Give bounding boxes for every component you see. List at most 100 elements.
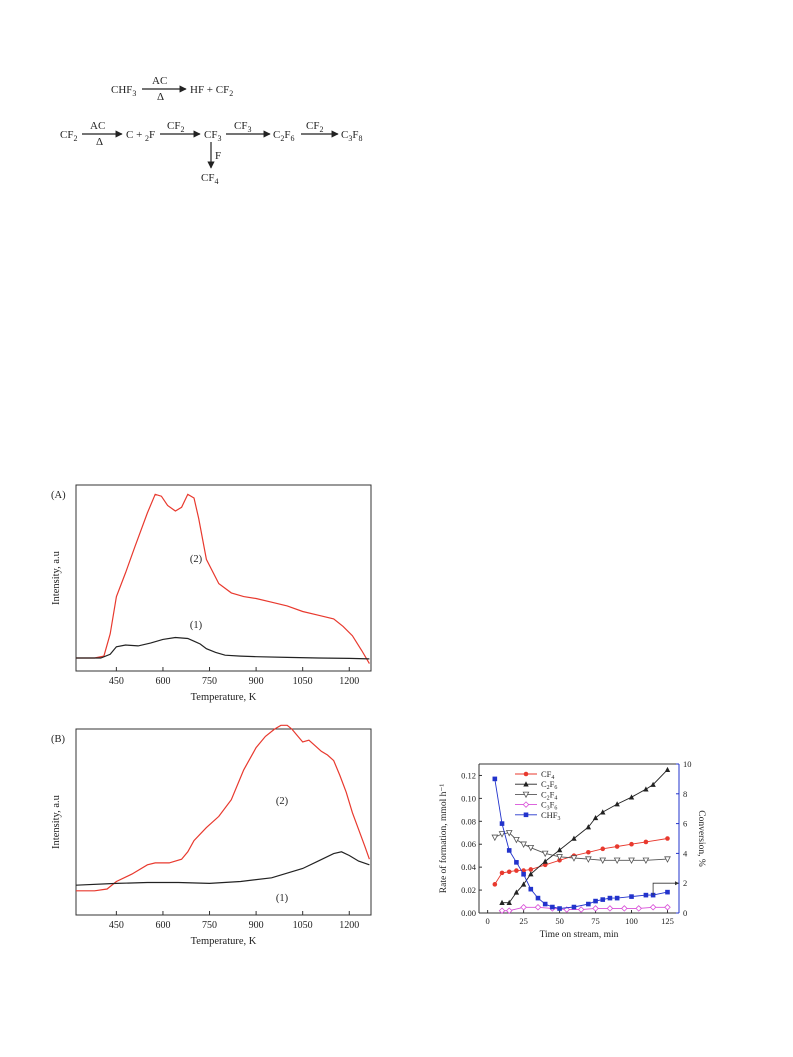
data-point-cf4 bbox=[499, 870, 505, 876]
y2-tick-label: 10 bbox=[683, 759, 692, 769]
x-tick-label: 1050 bbox=[293, 676, 313, 687]
data-point-chf3 bbox=[550, 904, 555, 910]
plot-frame bbox=[75, 484, 372, 672]
data-point-c2f6 bbox=[542, 858, 548, 864]
x-tick-label: 900 bbox=[249, 676, 264, 687]
scheme-down-product: CF4​ bbox=[201, 172, 218, 186]
x-tick-label: 1200 bbox=[339, 676, 359, 687]
curve-annotation: (2) bbox=[276, 796, 289, 807]
scheme-r1-product: HF + CF2​ bbox=[190, 84, 233, 98]
y2-tick-label: 4 bbox=[683, 848, 688, 858]
curve-annotation: (2) bbox=[190, 554, 203, 565]
legend-label-c2f6: C2​F6​ bbox=[541, 779, 557, 791]
y-tick-label: 0.02 bbox=[461, 885, 476, 895]
y-tick-label: 0.08 bbox=[461, 816, 476, 826]
data-point-c3f6 bbox=[664, 904, 671, 911]
data-point-chf3 bbox=[643, 892, 649, 898]
data-point-c3f6 bbox=[520, 904, 527, 911]
legend-label-c2f4: C2​F4​ bbox=[541, 789, 557, 801]
data-point-c3f6 bbox=[505, 907, 513, 914]
legend-label-chf3: CHF3​ bbox=[541, 810, 561, 822]
y-axis-label: Rate of formation, mmol h⁻¹ bbox=[438, 784, 449, 894]
x-tick-label: 600 bbox=[155, 676, 170, 687]
series-line-curve-2 bbox=[76, 493, 370, 664]
y2-tick-label: 2 bbox=[683, 878, 687, 888]
series-line-curve-2 bbox=[76, 724, 370, 892]
data-point-cf4 bbox=[492, 882, 498, 887]
data-point-c3f6 bbox=[534, 904, 542, 911]
data-point-c2f4 bbox=[541, 850, 549, 858]
data-point-chf3 bbox=[600, 897, 606, 902]
data-point-chf3 bbox=[571, 904, 577, 910]
scheme-r2-below1: Δ bbox=[96, 136, 103, 148]
legend-marker bbox=[523, 812, 529, 818]
data-point-c2f4 bbox=[513, 836, 520, 844]
x-tick-label: 1050 bbox=[293, 920, 313, 931]
data-point-c2f4 bbox=[520, 841, 527, 848]
data-point-c2f6 bbox=[628, 794, 635, 800]
scheme-r1-above: AC bbox=[152, 75, 167, 87]
x-tick-label: 750 bbox=[202, 920, 217, 931]
x-tick-label: 0 bbox=[486, 916, 490, 926]
data-point-chf3 bbox=[492, 776, 498, 782]
data-point-c2f4 bbox=[527, 844, 535, 852]
data-point-chf3 bbox=[521, 871, 526, 877]
data-point-chf3 bbox=[514, 860, 519, 865]
curve-annotation: (1) bbox=[190, 620, 203, 631]
scheme-r2-start: CF2​ bbox=[60, 129, 77, 143]
x-axis-label: Temperature, K bbox=[191, 692, 257, 703]
data-point-c2f6 bbox=[506, 899, 512, 905]
data-point-c2f6 bbox=[592, 814, 599, 821]
data-point-c2f6 bbox=[600, 809, 606, 815]
data-point-c2f6 bbox=[643, 786, 649, 792]
series-line-c2f4 bbox=[494, 832, 668, 861]
data-point-c2f6 bbox=[528, 871, 534, 877]
y-axis-label: Intensity, a.u bbox=[51, 550, 62, 605]
legend-marker bbox=[522, 791, 530, 799]
y2-tick-label: 0 bbox=[683, 908, 687, 918]
data-point-cf4 bbox=[514, 868, 519, 873]
x-axis-label: Time on stream, min bbox=[540, 930, 619, 940]
data-point-c2f6 bbox=[499, 899, 505, 905]
legend-marker bbox=[522, 801, 530, 808]
data-point-chf3 bbox=[607, 895, 613, 901]
data-point-chf3 bbox=[614, 895, 620, 901]
data-point-c2f4 bbox=[664, 856, 671, 863]
series-line-c2f6 bbox=[502, 769, 668, 904]
scheme-r1-below: Δ bbox=[157, 91, 164, 103]
y-axis-label: Intensity, a.u bbox=[51, 794, 62, 849]
y-tick-label: 0.00 bbox=[461, 908, 476, 918]
series-line-chf3 bbox=[494, 778, 668, 909]
data-point-c3f6 bbox=[606, 905, 614, 912]
data-point-chf3 bbox=[499, 821, 505, 826]
legend-marker bbox=[523, 771, 529, 777]
y-tick-label: 0.12 bbox=[461, 770, 476, 780]
scheme-r2-above2: CF2​ bbox=[167, 120, 184, 134]
legend-label-cf4: CF4​ bbox=[541, 769, 554, 781]
x-tick-label: 75 bbox=[591, 916, 600, 926]
data-point-cf4 bbox=[665, 836, 670, 841]
data-point-c2f4 bbox=[505, 830, 513, 837]
series-line-cf4 bbox=[494, 838, 668, 885]
data-point-c2f4 bbox=[642, 857, 650, 865]
scheme-r2-mid1: C + 2​F bbox=[126, 129, 155, 143]
curve-annotation: (1) bbox=[276, 893, 289, 904]
data-point-c3f6 bbox=[649, 904, 657, 911]
axis-pointer-arrow bbox=[675, 881, 679, 886]
data-point-c3f6 bbox=[621, 905, 628, 912]
scheme-r2-above1: AC bbox=[90, 120, 105, 132]
data-point-c2f4 bbox=[613, 857, 621, 865]
x-tick-label: 900 bbox=[249, 920, 264, 931]
data-point-c2f6 bbox=[664, 766, 671, 773]
data-point-chf3 bbox=[506, 848, 512, 853]
data-point-chf3 bbox=[586, 901, 591, 907]
y2-tick-label: 8 bbox=[683, 789, 687, 799]
x-tick-label: 25 bbox=[519, 916, 528, 926]
x-tick-label: 450 bbox=[109, 920, 124, 931]
data-point-c3f6 bbox=[498, 907, 506, 914]
scheme-r1-reactant: CHF3​ bbox=[111, 84, 136, 98]
axis-pointer-line bbox=[652, 882, 675, 896]
